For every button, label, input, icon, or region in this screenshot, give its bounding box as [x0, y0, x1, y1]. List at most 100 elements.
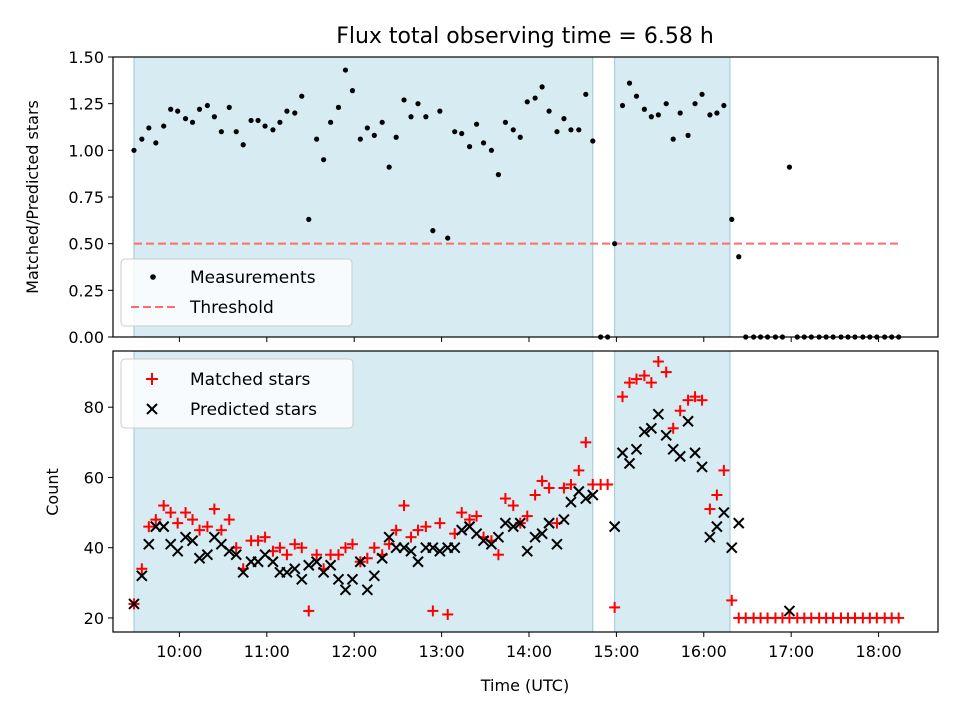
legend-label-matched-stars: Matched stars — [190, 370, 310, 390]
matched-star-point — [652, 356, 664, 368]
measurement-point — [342, 67, 349, 73]
top-legend-box — [120, 258, 353, 327]
measurement-point — [626, 80, 633, 86]
measurement-point — [299, 93, 305, 99]
matched-star-point — [434, 517, 446, 529]
x-tick-label: 12:00 — [331, 642, 377, 661]
predicted-star-point — [157, 520, 170, 533]
matched-star-point — [194, 524, 206, 536]
predicted-star-point — [346, 573, 359, 586]
x-tick-label: 10:00 — [156, 642, 202, 661]
predicted-star-point — [529, 531, 541, 543]
legend-marker-matched-stars — [146, 373, 158, 385]
matched-star-point — [289, 538, 301, 550]
predicted-star-point — [608, 520, 621, 533]
x-tick-label: 17:00 — [768, 642, 814, 661]
y-tick-label: 40 — [84, 539, 104, 558]
bottom-plot-frame — [112, 350, 939, 633]
measurement-point — [168, 106, 174, 112]
legend-label-measurements: Measurements — [190, 268, 316, 288]
measurement-point — [255, 117, 261, 124]
y-tick-label: 60 — [84, 468, 104, 487]
measurement-point — [685, 132, 691, 138]
matched-star-point — [660, 366, 672, 378]
predicted-star-point — [558, 513, 570, 526]
matched-star-point — [259, 531, 271, 543]
matched-star-point — [172, 517, 184, 529]
measurement-point — [189, 119, 196, 125]
matched-star-point — [521, 510, 533, 522]
predicted-star-point — [696, 461, 708, 473]
matched-star-point — [339, 542, 351, 554]
predicted-star-point — [718, 506, 730, 519]
predicted-star-point — [455, 524, 468, 536]
measurement-point — [226, 104, 232, 110]
matched-star-point — [893, 612, 905, 624]
matched-star-point — [638, 370, 650, 382]
measurement-point — [648, 114, 654, 120]
matched-star-point — [711, 489, 723, 501]
x-tick-label: 18:00 — [856, 642, 902, 661]
measurement-point — [270, 127, 276, 133]
matched-star-point — [165, 507, 177, 519]
measurement-point — [379, 119, 385, 125]
measurement-point — [466, 144, 473, 150]
matched-star-point — [143, 521, 155, 533]
matched-star-point — [390, 524, 402, 536]
matched-star-point — [630, 373, 642, 385]
predicted-star-point — [376, 552, 388, 564]
matched-star-point — [529, 489, 541, 501]
measurement-point — [692, 101, 698, 107]
matched-star-point — [726, 594, 738, 606]
measurement-point — [677, 110, 683, 116]
y-tick-label: 0.75 — [68, 188, 104, 207]
measurement-point — [196, 106, 203, 112]
top-y-axis-label: Matched/Predicted stars — [23, 100, 42, 294]
measurement-point — [721, 102, 727, 109]
measurement-point — [233, 129, 239, 135]
predicted-star-point — [587, 489, 599, 501]
predicted-star-point — [514, 517, 526, 529]
matched-star-point — [558, 482, 570, 494]
predicted-star-point — [383, 531, 395, 543]
predicted-star-point — [339, 584, 352, 596]
measurement-point — [510, 127, 516, 133]
measurement-point — [532, 95, 538, 101]
measurement-point — [473, 121, 480, 127]
measurement-point — [262, 123, 268, 129]
measurement-point — [546, 108, 552, 114]
predicted-star-point — [179, 531, 192, 543]
matched-star-point — [332, 549, 344, 561]
measurement-point — [240, 142, 246, 148]
predicted-star-point — [303, 559, 315, 571]
measurement-point — [459, 130, 465, 137]
measurement-point — [423, 114, 429, 120]
matched-star-point — [215, 524, 227, 536]
predicted-star-point — [289, 563, 301, 575]
measurement-point — [495, 172, 502, 178]
measurement-point — [218, 129, 224, 135]
predicted-star-point — [507, 520, 519, 533]
y-tick-label: 0.00 — [68, 328, 104, 347]
matched-star-point — [667, 422, 679, 434]
x-tick-label: 14:00 — [506, 642, 552, 661]
predicted-star-point — [324, 559, 337, 571]
legend-label-threshold: Threshold — [189, 298, 274, 318]
predicted-star-point — [332, 573, 345, 586]
predicted-star-point — [623, 457, 636, 470]
top-y-axis: 0.00 0.25 0.50 0.75 1.00 1.25 1.50 — [68, 48, 113, 347]
bottom-legend: Matched stars Predicted stars — [120, 358, 354, 429]
predicted-star-point — [565, 496, 577, 508]
predicted-star-point — [645, 422, 658, 434]
measurement-point — [182, 116, 189, 122]
matched-star-point — [136, 563, 148, 575]
matched-star-point — [499, 493, 511, 505]
y-tick-label: 1.25 — [68, 95, 104, 114]
measurement-point — [401, 97, 407, 103]
predicted-star-point — [427, 541, 439, 554]
matched-star-point — [223, 514, 235, 526]
y-tick-label: 0.50 — [68, 235, 104, 254]
predicted-star-point — [689, 447, 701, 459]
predicted-star-point — [434, 545, 446, 557]
